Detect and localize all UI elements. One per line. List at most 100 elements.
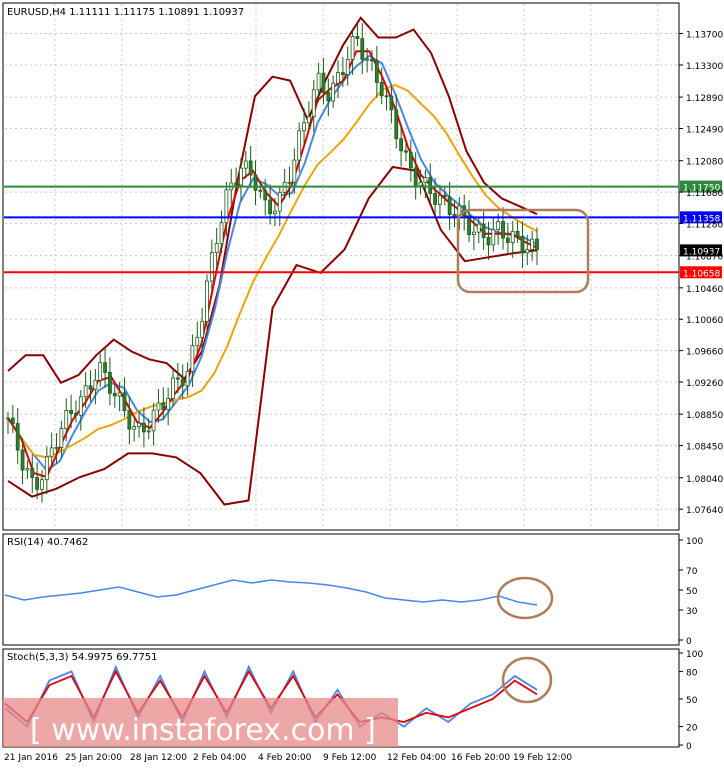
bollinger-upper-band [7, 16, 538, 385]
candle-body [117, 392, 122, 397]
candle-body [370, 58, 374, 62]
candle-body [316, 72, 321, 91]
rsi-panel-title: RSI(14) 40.7462 [7, 537, 88, 548]
candle-body [413, 167, 418, 187]
candle-body [467, 215, 471, 236]
price-tick-label: 1.13300 [686, 62, 723, 72]
candle-body [209, 252, 214, 282]
candle-body [40, 479, 44, 490]
candle-body [20, 449, 25, 471]
candle-body [190, 345, 195, 372]
candle-body [175, 377, 180, 380]
candle-body [525, 249, 530, 254]
candle-body [219, 222, 224, 244]
candle-body [180, 378, 185, 387]
candle-body [384, 95, 389, 98]
candle-body [360, 38, 365, 60]
candle-body [248, 160, 253, 176]
x-tick-label: 12 Feb 04:00 [387, 753, 446, 763]
candle-body [481, 223, 486, 238]
price-tick-label: 1.09660 [686, 348, 723, 358]
watermark-background [3, 698, 398, 747]
candle-body [239, 167, 243, 186]
candle-body [25, 468, 30, 471]
candle-body [195, 336, 200, 347]
candle-body [268, 199, 272, 215]
candle-body [520, 236, 525, 254]
rsi-line [4, 579, 538, 606]
price-tick-label: 1.10460 [686, 285, 723, 295]
x-tick-label: 19 Feb 12:00 [513, 753, 572, 763]
candle-body [122, 392, 127, 411]
candle-body [535, 238, 539, 251]
price-tick-label: 1.11680 [686, 189, 723, 199]
ma-orange-line [7, 84, 538, 459]
candle-body [496, 221, 501, 230]
candle-body [505, 237, 510, 243]
candle-body [112, 392, 117, 397]
x-tick-label: 25 Jan 20:00 [65, 753, 122, 763]
rsi-circle [496, 576, 554, 620]
candle-body [331, 82, 336, 102]
candle-body [161, 402, 166, 410]
candle-body [515, 230, 520, 237]
price-tick-label: 1.07640 [686, 506, 723, 516]
candle-body [214, 243, 219, 253]
stoch-panel-title: Stoch(5,3,3) 54.9975 69.7751 [7, 652, 158, 663]
rsi-tick-label: 30 [686, 607, 698, 617]
candle-body [486, 237, 491, 246]
candle-body [501, 221, 505, 239]
price-panel-title: EURUSD,H4 1.11111 1.11175 1.10891 1.1093… [7, 7, 244, 18]
stoch-circle [501, 656, 553, 704]
candle-body [78, 396, 83, 416]
candle-body [224, 189, 229, 224]
candle-body [35, 477, 40, 490]
candle-body [83, 385, 88, 398]
candle-body [234, 182, 239, 186]
price-tick-label: 1.11280 [686, 220, 723, 230]
price-tick-label: 1.10060 [686, 316, 723, 326]
candle-body [306, 116, 311, 124]
level-label: 1.11750 [683, 184, 720, 194]
candle-body [355, 36, 360, 39]
candle-body [10, 417, 15, 424]
candle-body [54, 446, 59, 449]
x-tick-label: 21 Jan 2016 [4, 753, 58, 763]
candle-body [88, 385, 93, 390]
candle-body [205, 280, 209, 322]
rsi-tick-label: 0 [686, 637, 692, 647]
candle-body [141, 422, 146, 433]
level-label: 1.11358 [683, 214, 720, 224]
candle-body [365, 58, 370, 61]
candle-body [510, 230, 515, 243]
x-tick-label: 2 Feb 04:00 [193, 753, 247, 763]
candle-body [64, 409, 69, 429]
candle-body [418, 181, 423, 187]
candle-body [273, 210, 277, 215]
candle-body [171, 377, 175, 399]
candle-body [146, 430, 151, 433]
candle-body [263, 190, 268, 201]
price-tick-label: 1.08850 [686, 411, 723, 421]
candle-body [166, 398, 171, 410]
candle-body [132, 426, 137, 430]
x-tick-label: 28 Jan 12:00 [130, 753, 187, 763]
candle-body [394, 109, 399, 140]
current-price-label-bg [680, 244, 722, 257]
candle-body [399, 138, 404, 152]
candle-body [287, 181, 292, 184]
candle-body [442, 195, 447, 198]
candle-body [408, 151, 413, 169]
price-tick-label: 1.08450 [686, 443, 723, 453]
candle-body [30, 468, 35, 478]
candle-body [311, 89, 316, 117]
current-price-label: 1.10937 [683, 247, 720, 257]
candle-body [151, 409, 156, 432]
candle-body [389, 95, 394, 111]
candle-body [447, 196, 452, 215]
candle-body [350, 36, 355, 60]
rsi-tick-label: 100 [686, 537, 703, 547]
candle-body [321, 72, 326, 93]
bollinger-lower-band [7, 165, 538, 506]
candle-body [69, 409, 73, 414]
